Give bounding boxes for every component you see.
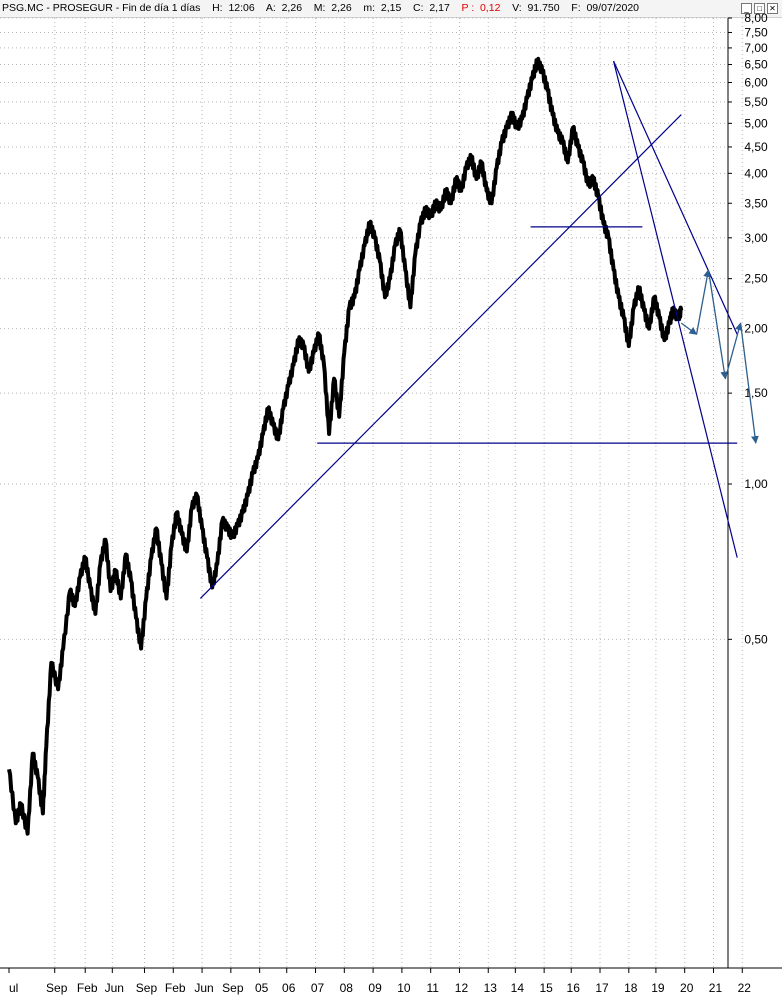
stat-c-value: 2,17 (429, 2, 450, 14)
stat-min-value: 2,15 (380, 2, 402, 14)
x-tick-label: Sep (136, 981, 158, 995)
stat-f-value: 09/07/2020 (586, 2, 640, 14)
stat-p-label: P : (461, 2, 475, 14)
x-tick-label: 13 (484, 981, 498, 995)
y-tick-label: 5,00 (744, 116, 768, 130)
y-tick-label: 3,50 (744, 196, 768, 210)
stat-a-value: 2,26 (281, 2, 303, 14)
y-tick-label: 6,00 (744, 75, 768, 89)
x-tick-label: 14 (511, 981, 525, 995)
y-tick-label: 1,00 (744, 477, 768, 491)
x-tick-label: 06 (282, 981, 296, 995)
trend-line (199, 114, 682, 599)
minimize-button[interactable]: _ (741, 3, 752, 14)
x-tick-label: 10 (397, 981, 411, 995)
projection-arrow (695, 269, 711, 335)
close-button[interactable]: ✕ (767, 3, 778, 14)
stat-m-label: M: (313, 2, 326, 14)
trend-line (613, 60, 738, 335)
stat-p-value: 0,12 (479, 2, 501, 14)
projection-arrow (724, 322, 743, 379)
x-tick-label: Feb (77, 981, 98, 995)
stat-m-value: 2,26 (331, 2, 352, 14)
y-tick-label: 3,00 (744, 231, 768, 245)
chart-title: PSG.MC - PROSEGUR - Fin de día 1 días H:… (2, 2, 639, 14)
y-tick-label: 4,00 (744, 166, 768, 180)
x-tick-label: Jun (194, 981, 213, 995)
maximize-button[interactable]: □ (754, 3, 765, 14)
x-tick-label: 21 (709, 981, 723, 995)
y-tick-label: 7,00 (744, 41, 768, 55)
stat-a-label: A: (265, 2, 276, 14)
symbol-label: PSG.MC - PROSEGUR - Fin de día 1 días (2, 2, 201, 14)
x-tick-label: Sep (222, 981, 244, 995)
x-tick-label: 19 (651, 981, 665, 995)
x-tick-label: Jun (105, 981, 124, 995)
x-tick-label: 18 (624, 981, 638, 995)
stat-f-label: F: (571, 2, 581, 14)
x-tick-label: 15 (539, 981, 553, 995)
stat-h-value: 12:06 (228, 2, 255, 14)
y-tick-label: 1,50 (744, 386, 768, 400)
x-tick-label: 12 (455, 981, 469, 995)
y-tick-label: 8,00 (744, 11, 768, 25)
x-tick-label: 16 (567, 981, 581, 995)
stat-v-value: 91.750 (527, 2, 560, 14)
y-tick-label: 5,50 (744, 95, 768, 109)
stat-min-label: m: (363, 2, 376, 14)
stat-v-label: V: (512, 2, 522, 14)
x-tick-label: 08 (340, 981, 354, 995)
projection-arrow (680, 322, 698, 335)
projection-arrow (707, 269, 729, 380)
x-tick-label: 22 (738, 981, 752, 995)
y-tick-label: 0,50 (744, 632, 768, 646)
x-tick-label: ul (9, 981, 18, 995)
y-tick-label: 2,50 (744, 272, 768, 286)
stat-c-label: C: (413, 2, 424, 14)
x-tick-label: 05 (255, 981, 269, 995)
trend-line (612, 60, 738, 558)
y-tick-label: 2,00 (744, 322, 768, 336)
x-tick-label: 17 (595, 981, 609, 995)
y-tick-label: 4,50 (744, 140, 768, 154)
x-tick-label: 11 (426, 981, 439, 995)
x-tick-label: Feb (165, 981, 186, 995)
x-tick-label: Sep (46, 981, 68, 995)
x-tick-label: 20 (680, 981, 694, 995)
y-tick-label: 7,50 (744, 25, 768, 39)
y-tick-label: 6,50 (744, 58, 768, 72)
stat-h-label: H: (212, 2, 223, 14)
chart-header-bar: PSG.MC - PROSEGUR - Fin de día 1 días H:… (0, 0, 782, 18)
price-line (7, 56, 684, 836)
projection-arrow (739, 323, 759, 444)
x-tick-label: 07 (311, 981, 325, 995)
x-tick-label: 09 (368, 981, 382, 995)
